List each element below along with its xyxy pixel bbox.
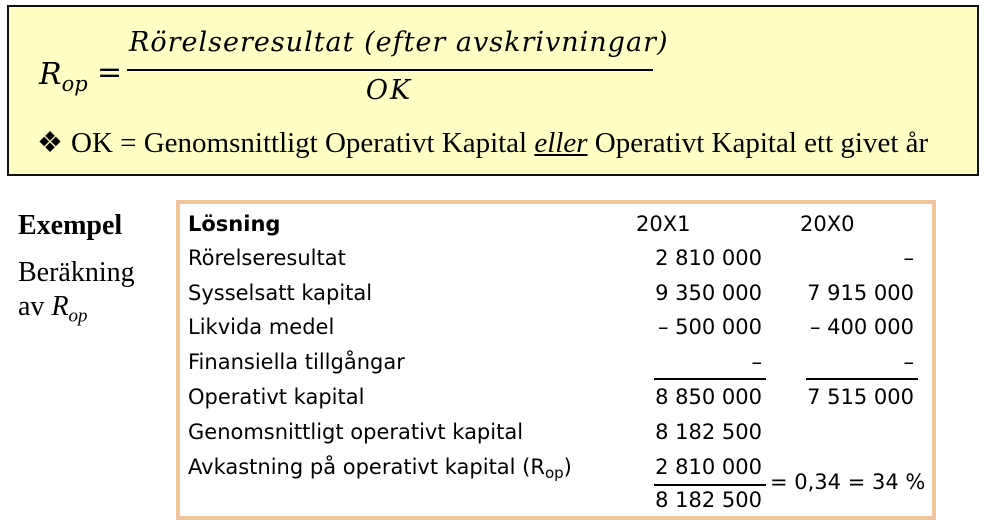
sum-rule-20x0 xyxy=(806,378,918,380)
example-subtitle: Beräkning av Rop xyxy=(18,256,135,334)
row-value-20x0: 7 915 000 xyxy=(807,281,914,305)
sum-rule-20x1 xyxy=(654,378,766,380)
row-value-20x0: – xyxy=(903,246,915,270)
example-line2: av Rop xyxy=(18,291,88,327)
row-label: Operativt kapital xyxy=(188,385,365,409)
row-value-20x1: 8 182 500 xyxy=(655,420,762,444)
ok-definition: ❖ OK = Genomsnittligt Operativt Kapital e… xyxy=(37,125,928,160)
example-rop-symbol: Rop xyxy=(51,291,88,327)
rop-symbol: Rop xyxy=(39,57,88,96)
diamond-bullet-icon: ❖ xyxy=(37,127,63,159)
note-emphasis: eller xyxy=(534,127,588,159)
column-20x1: 20X1 xyxy=(636,212,691,236)
row-value-20x0: – 400 000 xyxy=(809,315,914,339)
solution-table: Lösning 20X1 20X0 Rörelseresultat 2 810 … xyxy=(176,200,936,520)
solution-header: Lösning xyxy=(188,212,281,236)
note-text-before: OK = Genomsnittligt Operativt Kapital xyxy=(71,127,535,159)
rop-fraction-bar xyxy=(654,484,766,486)
rop-row-label: Avkastning på operativt kapital (Rop) xyxy=(188,455,572,482)
row-label: Likvida medel xyxy=(188,315,335,339)
row-value-20x0: – xyxy=(903,350,915,374)
row-label: Sysselsatt kapital xyxy=(188,281,373,305)
formula-box: Rop = Rörelseresultat (efter avskrivning… xyxy=(7,5,979,176)
row-value-20x1: 8 850 000 xyxy=(655,385,762,409)
example-title: Exempel xyxy=(18,210,123,241)
row-value-20x1: 2 810 000 xyxy=(655,246,762,270)
row-label: Finansiella tillgångar xyxy=(188,350,405,374)
rop-denominator: 8 182 500 xyxy=(655,488,762,512)
rop-numerator: 2 810 000 xyxy=(655,455,762,479)
row-value-20x1: – xyxy=(751,350,763,374)
row-label: Rörelseresultat xyxy=(188,246,346,270)
fraction-bar xyxy=(127,69,653,71)
rop-result: = 0,34 = 34 % xyxy=(770,470,926,494)
formula-numerator: Rörelseresultat (efter avskrivningar) xyxy=(129,27,669,58)
formula-denominator: OK xyxy=(365,75,413,106)
row-value-20x1: 9 350 000 xyxy=(655,281,762,305)
example-line1: Beräkning xyxy=(18,257,135,288)
equals-sign: = xyxy=(97,55,123,90)
note-text-after: Operativt Kapital ett givet år xyxy=(587,127,929,159)
column-20x0: 20X0 xyxy=(800,212,855,236)
row-value-20x1: – 500 000 xyxy=(657,315,762,339)
row-label: Genomsnittligt operativt kapital xyxy=(188,420,524,444)
row-value-20x0: 7 515 000 xyxy=(807,385,914,409)
